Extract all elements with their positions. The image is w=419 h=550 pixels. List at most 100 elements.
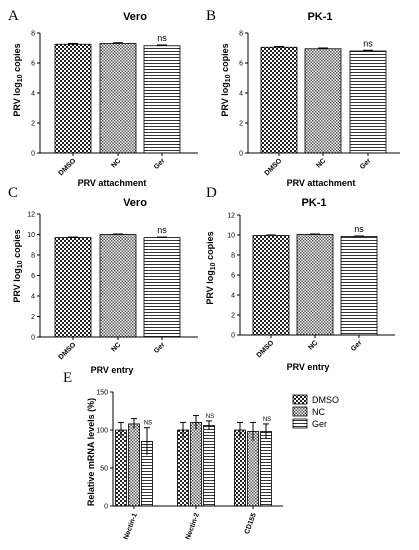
category-label: NC: [110, 157, 122, 169]
y-tick-label: 4: [239, 91, 243, 98]
y-tick-label: 6: [231, 273, 235, 280]
y-axis-label: PRV log10 copies: [205, 231, 217, 304]
bar-dmso: [115, 429, 127, 507]
y-axis-label: Relative mRNA levels (%): [86, 398, 96, 506]
bar-nc: [99, 234, 137, 338]
panel-c: Vero PRV log10 copies 0 2 4 6 8 10 12 ns DMSO N…: [12, 197, 198, 375]
x-axis-label: PRV entry: [91, 365, 134, 375]
category-label: Ger: [359, 157, 373, 171]
category-label: DMSO: [264, 157, 284, 177]
panel-letter-e: E: [63, 370, 72, 386]
y-ticks: 0 2 4 6 8: [239, 31, 369, 158]
panel-a: Vero PRV log10 copies 0 2 4 6 8 ns DMSO NC Ger…: [12, 11, 198, 188]
category-label: NC: [315, 157, 327, 169]
panel-letter-c: C: [8, 185, 18, 201]
category-label: DMSO: [58, 341, 78, 361]
chart-title: Vero: [123, 11, 147, 23]
significance-label: NS: [144, 421, 152, 427]
y-tick-label: 4: [231, 293, 235, 300]
bar-ger: [340, 236, 378, 336]
panel-b: PK-1 PRV log10 copies 0 2 4 6 8 ns DMSO NC Ger…: [220, 11, 400, 188]
y-axis-label: PRV log10 copies: [220, 43, 232, 116]
significance-label: NS: [263, 417, 271, 423]
bar-dmso: [177, 429, 189, 507]
bar-nc: [304, 48, 342, 154]
y-tick-label: 10: [227, 233, 235, 240]
chart-title: PK-1: [301, 197, 326, 209]
significance-label: ns: [157, 225, 167, 235]
y-tick-label: 4: [31, 294, 35, 301]
bar-ger: [143, 237, 181, 338]
bar-ger: [349, 50, 387, 154]
bar-dmso: [260, 46, 298, 154]
legend-swatch: [292, 406, 308, 417]
category-label: Ger: [153, 157, 167, 171]
significance-label: ns: [363, 38, 373, 48]
bar-ger: [143, 45, 181, 154]
legend-label: Ger: [312, 419, 327, 429]
legend-swatch: [292, 394, 308, 405]
y-tick-label: 6: [31, 273, 35, 280]
bar-ger: [203, 425, 215, 507]
bars: NS NS NS: [115, 414, 272, 507]
y-tick-label: 8: [231, 253, 235, 260]
y-tick-label: 2: [231, 313, 235, 320]
y-tick-label: 150: [96, 390, 108, 397]
y-axis-label: PRV log10 copies: [12, 229, 24, 302]
panel-letter-a: A: [8, 8, 19, 24]
x-axis-label: PRV attachment: [78, 178, 147, 188]
y-tick-label: 2: [239, 121, 243, 128]
y-tick-label: 6: [239, 61, 243, 68]
bar-dmso: [54, 43, 92, 154]
bars: ns: [54, 33, 181, 154]
category-label: DMSO: [58, 157, 78, 177]
bar-nc: [190, 421, 202, 507]
y-ticks: 0 2 4 6 8 10 12: [27, 212, 163, 342]
category-labels: DMSO NC Ger: [264, 157, 373, 177]
significance-label: ns: [157, 33, 167, 43]
category-labels: DMSO NC Ger: [58, 157, 167, 177]
bars: ns: [260, 38, 387, 154]
y-tick-label: 6: [31, 61, 35, 68]
bar-dmso: [234, 429, 246, 507]
y-tick-label: 0: [239, 151, 243, 158]
y-tick-label: 50: [100, 466, 108, 473]
legend-label: NC: [312, 407, 325, 417]
category-label: CD155: [244, 512, 258, 535]
y-tick-label: 0: [104, 504, 108, 511]
legend: DMSO NC Ger: [292, 394, 339, 429]
bar-nc: [99, 43, 137, 154]
category-label: Nectin-1: [123, 512, 139, 540]
legend-label: DMSO: [312, 395, 339, 405]
y-tick-label: 0: [31, 335, 35, 342]
panel-letter-d: D: [206, 185, 217, 201]
panel-d: PK-1 PRV log10 copies 0 2 4 6 8 10 12 ns DMSO N…: [205, 197, 395, 372]
category-label: Nectin-2: [185, 512, 201, 540]
bar-nc: [247, 431, 259, 507]
bar-nc: [128, 423, 140, 507]
y-tick-label: 12: [227, 213, 235, 220]
y-tick-label: 4: [31, 91, 35, 98]
legend-swatch: [292, 418, 308, 429]
category-labels: Nectin-1 Nectin-2 CD155: [123, 512, 258, 540]
significance-label: ns: [354, 224, 364, 234]
y-tick-label: 8: [239, 31, 243, 38]
y-tick-label: 10: [27, 232, 35, 239]
category-label: DMSO: [256, 339, 276, 359]
category-labels: DMSO NC Ger: [58, 341, 167, 361]
y-tick-label: 0: [231, 333, 235, 340]
y-tick-label: 8: [31, 31, 35, 38]
significance-label: NS: [206, 414, 214, 420]
bar-ger: [260, 431, 272, 507]
category-label: Ger: [153, 341, 167, 355]
bar-nc: [296, 234, 334, 336]
bars: ns: [54, 225, 181, 338]
y-ticks: 0 2 4 6 8: [31, 31, 163, 158]
x-axis-label: PRV attachment: [287, 178, 356, 188]
y-tick-label: 100: [96, 428, 108, 435]
bar-dmso: [54, 237, 92, 338]
y-tick-label: 2: [31, 314, 35, 321]
y-tick-label: 8: [31, 253, 35, 260]
